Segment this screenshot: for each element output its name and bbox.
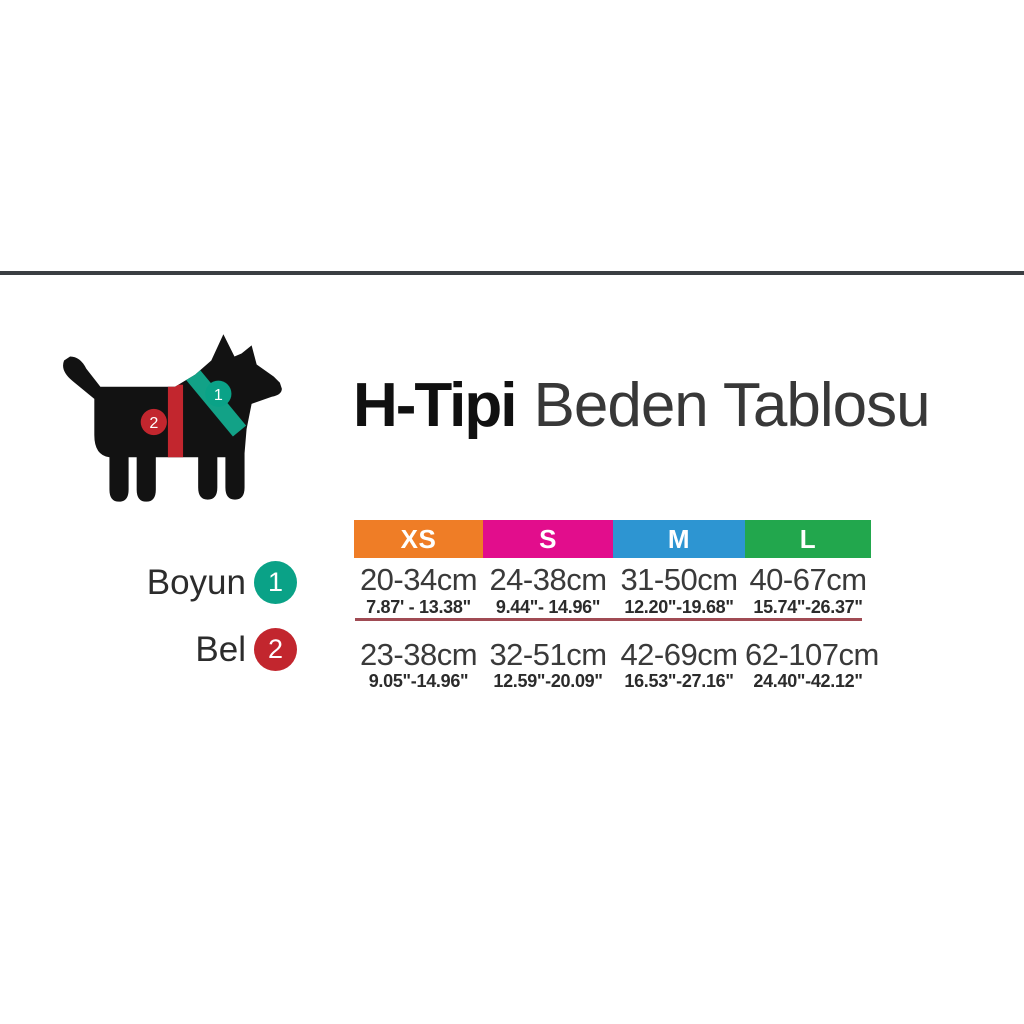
boyun-l-cm: 40-67cm bbox=[749, 562, 867, 597]
page-title-product: H-Tipi bbox=[353, 371, 517, 440]
boyun-xs-cm: 20-34cm bbox=[359, 562, 478, 597]
bel-l-inch: 24.40"-42.12" bbox=[753, 671, 863, 691]
bel-m-inch: 16.53"-27.16" bbox=[624, 671, 734, 691]
waist-band bbox=[167, 384, 184, 460]
boyun-m-inch: 12.20"-19.68" bbox=[624, 597, 734, 617]
row-marker-1: 1 bbox=[254, 561, 297, 604]
bel-xs-cm: 23-38cm bbox=[359, 637, 478, 672]
bel-l-cm: 62-107cm bbox=[745, 637, 879, 672]
boyun-m-cm: 31-50cm bbox=[620, 562, 738, 597]
dog-harness-illustration: 1 2 bbox=[63, 334, 282, 502]
size-header-s: S bbox=[483, 520, 613, 558]
row-label-bel: Bel bbox=[195, 630, 246, 669]
waist-marker-circle bbox=[140, 408, 167, 436]
row-label-boyun: Boyun bbox=[146, 563, 246, 602]
page-title: H-Tipi Beden Tablosu bbox=[353, 370, 931, 441]
boyun-xs-inch: 7.87' - 13.38" bbox=[366, 597, 471, 617]
row-marker-2-number: 2 bbox=[267, 634, 284, 664]
size-header-xs: XS bbox=[354, 520, 483, 558]
size-header-m: M bbox=[613, 520, 745, 558]
page-title-subtitle: Beden Tablosu bbox=[533, 371, 931, 440]
bel-s-inch: 12.59"-20.09" bbox=[493, 671, 603, 691]
top-divider bbox=[0, 271, 1024, 275]
neck-marker-number: 1 bbox=[214, 386, 223, 404]
bel-s-cm: 32-51cm bbox=[489, 637, 607, 672]
boyun-l-inch: 15.74"-26.37" bbox=[753, 597, 863, 617]
row-marker-2: 2 bbox=[254, 628, 297, 671]
size-header-l: L bbox=[745, 520, 871, 558]
bel-m-cm: 42-69cm bbox=[620, 637, 738, 672]
bel-xs-inch: 9.05"-14.96" bbox=[368, 671, 469, 691]
row-separator-line bbox=[355, 618, 862, 621]
boyun-s-cm: 24-38cm bbox=[489, 562, 607, 597]
waist-marker-number: 2 bbox=[149, 414, 158, 432]
row-marker-1-number: 1 bbox=[267, 567, 284, 597]
boyun-s-inch: 9.44"- 14.96" bbox=[495, 597, 601, 617]
neck-marker-circle bbox=[205, 380, 232, 407]
